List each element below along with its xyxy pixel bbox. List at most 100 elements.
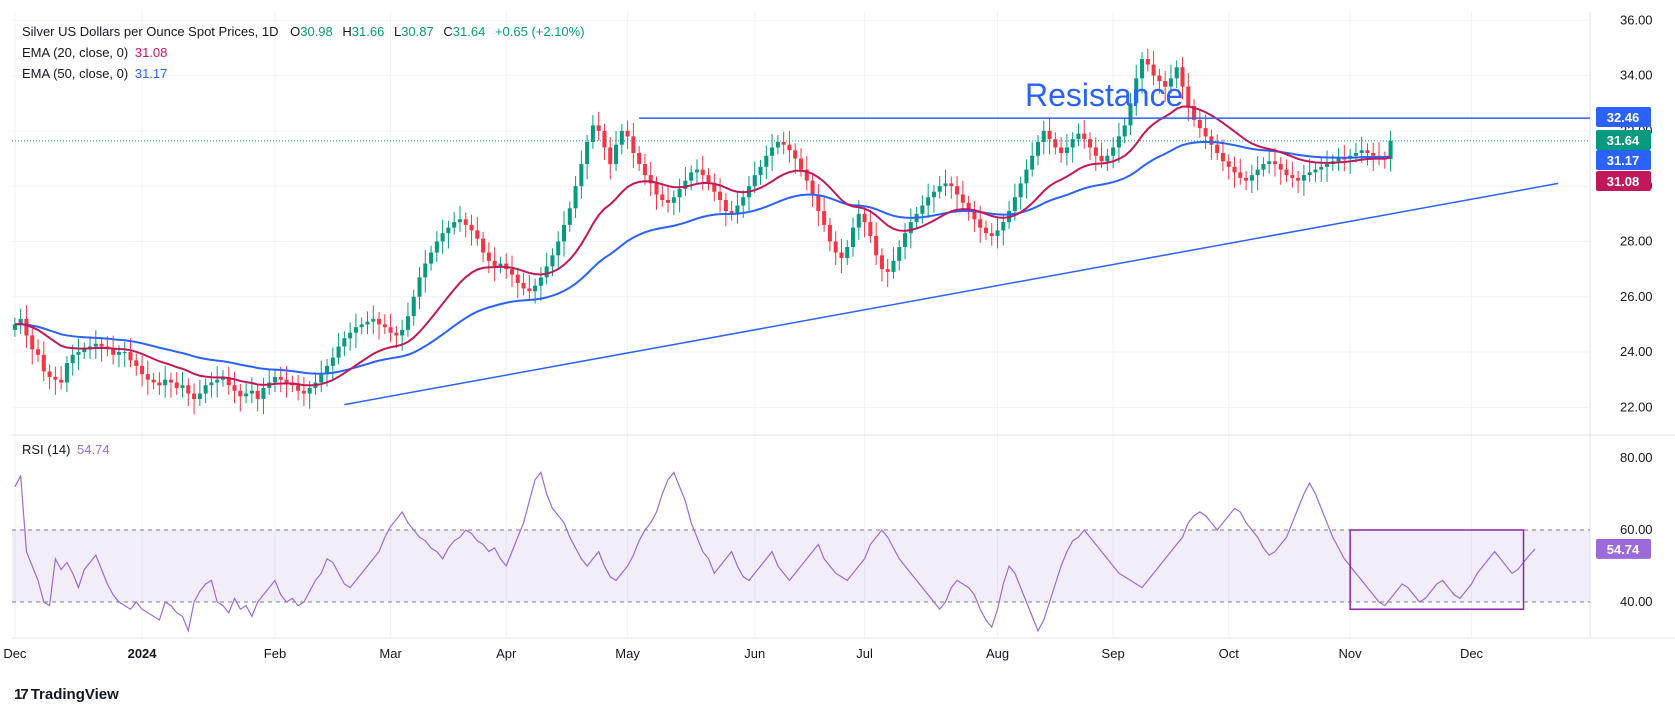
candle-body <box>978 219 983 228</box>
candle-body <box>30 335 35 350</box>
candle-body <box>700 169 705 176</box>
candle-body <box>400 329 405 336</box>
candle-body <box>758 166 763 176</box>
candle-body <box>1307 172 1312 176</box>
time-tick-label: May <box>615 646 640 661</box>
candle-body <box>874 235 879 256</box>
candle-body <box>1284 169 1289 176</box>
candle-body <box>614 144 619 165</box>
candle-body <box>278 376 283 380</box>
candle-body <box>1105 155 1110 162</box>
candle-body <box>879 255 884 270</box>
price-tick-label: 22.00 <box>1620 399 1653 414</box>
candle-body <box>677 188 682 198</box>
candle-body <box>1296 177 1301 181</box>
ema20-value: 31.08 <box>134 45 168 60</box>
ema20-label: EMA (20, close, 0) <box>22 45 129 60</box>
candle-body <box>1093 147 1098 156</box>
candle-body <box>533 285 538 292</box>
candle-body <box>666 200 671 203</box>
close-label: C <box>443 24 453 39</box>
time-tick-label: Feb <box>264 646 286 661</box>
candle-body <box>319 374 324 383</box>
candle-body <box>209 382 214 386</box>
rsi-tick-label: 40.00 <box>1620 594 1653 609</box>
candle-body <box>394 332 399 336</box>
candle-body <box>452 222 457 228</box>
candle-body <box>642 164 647 176</box>
candle-body <box>845 247 850 259</box>
resistance-annotation: Resistance <box>1025 77 1183 113</box>
candle-body <box>822 211 827 225</box>
candle-body <box>573 186 578 209</box>
candle-body <box>1157 75 1162 82</box>
time-tick-label: 2024 <box>128 646 158 661</box>
ema20-line <box>14 105 1391 387</box>
candle-body <box>1371 153 1376 156</box>
time-tick-label: Nov <box>1339 646 1363 661</box>
candle-body <box>134 360 139 366</box>
ema50-legend: EMA (50, close, 0) 31.17 <box>22 66 167 81</box>
candle-body <box>59 379 64 383</box>
candle-body <box>718 191 723 200</box>
candle-body <box>1076 133 1081 140</box>
candle-body <box>463 219 468 225</box>
candle-body <box>1053 139 1058 148</box>
candle-body <box>596 125 601 131</box>
candle-body <box>660 194 665 200</box>
candle-body <box>377 318 382 325</box>
candle-body <box>1128 103 1133 126</box>
price-badge-ema20 <box>1596 171 1651 191</box>
candle-body <box>521 282 526 289</box>
tradingview-icon: 17 <box>14 686 29 703</box>
candle-body <box>1018 183 1023 198</box>
candle-body <box>723 200 728 212</box>
candle-body <box>371 318 376 322</box>
candle-body <box>116 352 121 355</box>
candle-body <box>1388 140 1393 160</box>
candle-body <box>735 205 740 214</box>
candle-body <box>544 266 549 278</box>
candle-body <box>1024 169 1029 184</box>
candle-body <box>469 224 474 231</box>
candle-body <box>741 197 746 206</box>
candle-body <box>296 385 301 391</box>
candle-body <box>590 125 595 142</box>
price-badge-label: 31.08 <box>1607 174 1640 189</box>
candle-body <box>1342 158 1347 160</box>
candle-body <box>261 388 266 400</box>
axes: 22.0024.0026.0028.0030.0032.0034.0036.00… <box>3 12 1675 661</box>
candle-body <box>556 241 561 256</box>
candle-body <box>868 222 873 236</box>
candle-body <box>1238 172 1243 178</box>
time-tick-label: Jul <box>856 646 873 661</box>
candle-body <box>561 224 567 242</box>
candle-body <box>1319 166 1324 170</box>
low-value: 30.87 <box>401 24 434 39</box>
candle-body <box>1122 125 1127 137</box>
candle-body <box>1180 67 1185 87</box>
candle-body <box>180 385 185 388</box>
candle-body <box>1192 106 1197 120</box>
candle-body <box>712 183 717 192</box>
candle-body <box>76 352 81 355</box>
time-tick-label: Jun <box>744 646 765 661</box>
candle-body <box>931 191 936 198</box>
candle-body <box>527 288 532 292</box>
close-value: 31.64 <box>452 24 486 39</box>
candle-body <box>174 382 179 388</box>
candle-body <box>440 233 445 242</box>
rsi-highlight-box <box>1349 529 1525 610</box>
candle-body <box>1249 175 1254 181</box>
candle-body <box>64 363 69 383</box>
candle-body <box>752 175 757 187</box>
rsi-legend: RSI (14) 54.74 <box>22 442 110 457</box>
tradingview-logo[interactable]: 17 TradingView <box>14 686 119 703</box>
candle-body <box>405 316 410 330</box>
candle-body <box>99 343 104 347</box>
candle-body <box>689 172 694 181</box>
candle-body <box>781 141 786 145</box>
candle-body <box>324 365 330 375</box>
rsi-line <box>14 471 1536 633</box>
candle-body <box>226 376 231 386</box>
